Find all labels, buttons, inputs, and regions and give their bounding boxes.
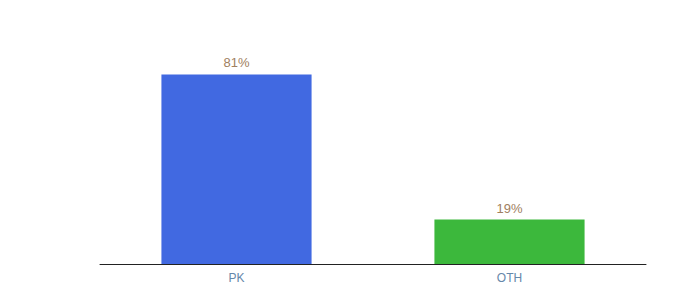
svg-text:OTH: OTH xyxy=(497,271,522,285)
svg-text:81%: 81% xyxy=(223,55,249,70)
svg-text:PK: PK xyxy=(228,271,244,285)
svg-text:19%: 19% xyxy=(496,201,522,216)
